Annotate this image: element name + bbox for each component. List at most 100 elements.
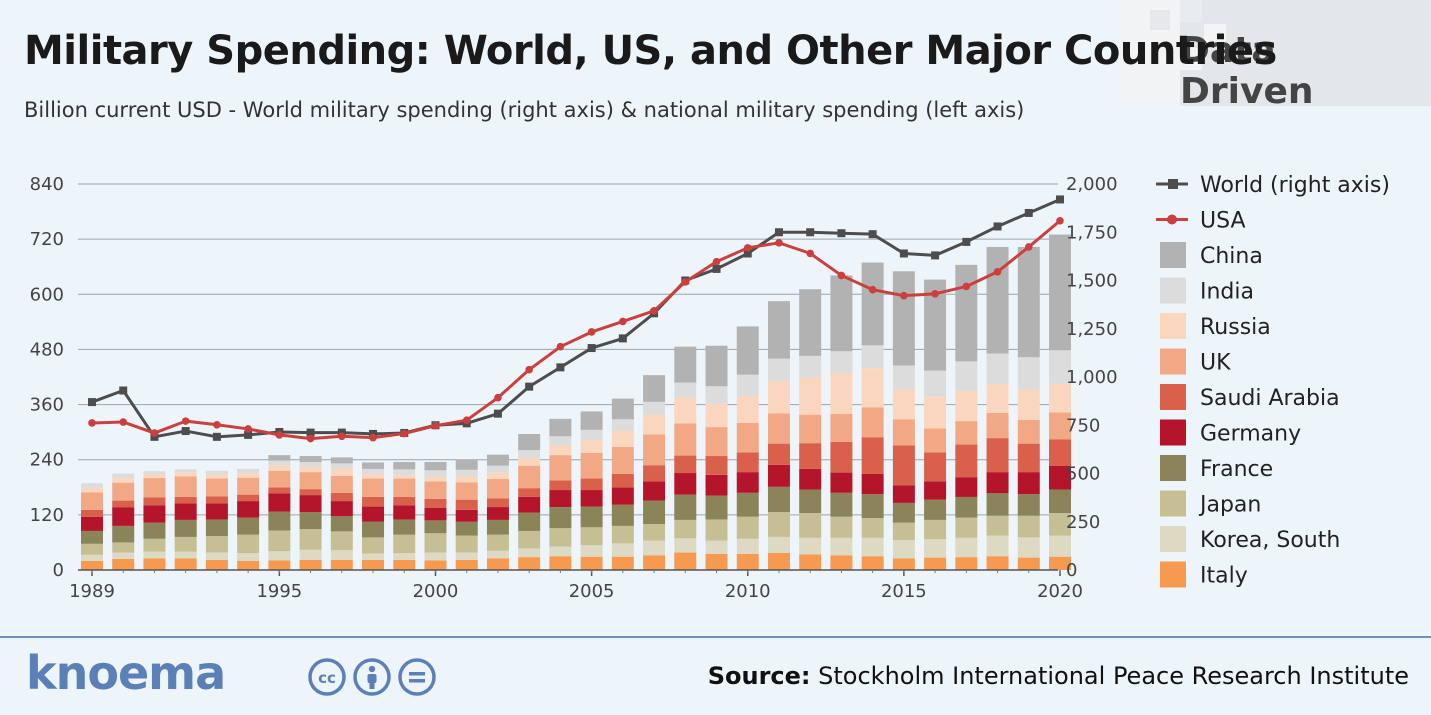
bar-segment-germany bbox=[268, 493, 291, 512]
bar-segment-italy bbox=[861, 556, 884, 570]
bar-segment-korea-south bbox=[830, 537, 853, 556]
bar-segment-saudi-arabia bbox=[362, 496, 385, 507]
point-usa bbox=[868, 285, 877, 294]
point-usa bbox=[931, 290, 939, 298]
bar-segment-japan bbox=[799, 513, 822, 538]
bar-segment-germany bbox=[424, 507, 447, 521]
bar-segment-italy bbox=[112, 558, 135, 570]
legend-swatch bbox=[1160, 561, 1186, 588]
right-tick-label: 0 bbox=[1066, 560, 1077, 581]
bar-segment-germany bbox=[143, 505, 166, 523]
bar-segment-saudi-arabia bbox=[892, 445, 915, 486]
x-tick-label: 1995 bbox=[256, 581, 302, 602]
bar-segment-india bbox=[861, 345, 884, 369]
bar-segment-germany bbox=[580, 490, 603, 507]
bar-segment-china bbox=[424, 462, 447, 471]
bar-segment-italy bbox=[299, 559, 322, 570]
bar-segment-korea-south bbox=[924, 539, 947, 558]
bar-segment-india bbox=[268, 460, 291, 466]
bar-segment-india bbox=[736, 374, 759, 396]
bar-segment-italy bbox=[143, 558, 166, 570]
bar-segment-china bbox=[955, 264, 978, 362]
bar-segment-russia bbox=[955, 390, 978, 422]
bar-segment-russia bbox=[674, 397, 697, 424]
bar-segment-saudi-arabia bbox=[611, 473, 634, 488]
bar-segment-italy bbox=[767, 552, 790, 570]
bar-segment-japan bbox=[705, 519, 728, 541]
bar-segment-germany bbox=[549, 490, 572, 508]
bar-segment-france bbox=[81, 530, 103, 544]
bar-segment-korea-south bbox=[799, 537, 822, 555]
x-tick-label: 2005 bbox=[569, 581, 615, 602]
bar-segment-uk bbox=[705, 427, 728, 457]
bar-segment-russia bbox=[767, 381, 790, 414]
bar-segment-russia bbox=[705, 403, 728, 428]
footer-divider bbox=[0, 636, 1431, 638]
left-tick-label: 240 bbox=[30, 450, 64, 471]
bar-segment-france bbox=[1049, 489, 1071, 514]
no-derivatives-icon bbox=[398, 658, 436, 696]
legend-item-saudi-arabia: Saudi Arabia bbox=[1160, 384, 1340, 411]
point-world bbox=[868, 230, 877, 239]
bar-segment-japan bbox=[112, 542, 135, 553]
bar-segment-korea-south bbox=[486, 550, 509, 559]
bar-segment-italy bbox=[611, 556, 634, 570]
bar-segment-korea-south bbox=[892, 540, 915, 559]
bar-segment-russia bbox=[205, 474, 228, 479]
legend-label: World (right axis) bbox=[1200, 173, 1390, 198]
bar-segment-russia bbox=[362, 473, 385, 479]
bar-segment-france bbox=[549, 507, 572, 529]
bar-segment-italy bbox=[924, 557, 947, 570]
point-usa bbox=[150, 429, 159, 437]
bar-segment-saudi-arabia bbox=[1017, 443, 1040, 473]
bar-segment-saudi-arabia bbox=[112, 500, 135, 508]
legend-swatch bbox=[1160, 384, 1186, 410]
bar-segment-italy bbox=[424, 560, 447, 570]
bar-segment-uk bbox=[830, 413, 853, 442]
line-world-right-axis- bbox=[91, 198, 1061, 439]
bar-segment-india bbox=[112, 473, 135, 479]
bar-segment-france bbox=[736, 492, 759, 517]
bar-segment-japan bbox=[299, 529, 322, 550]
bar-segment-italy bbox=[81, 560, 103, 570]
line-series bbox=[88, 195, 1064, 443]
point-usa bbox=[556, 342, 565, 351]
bar-segment-japan bbox=[486, 534, 509, 551]
bar-segment-saudi-arabia bbox=[424, 498, 447, 508]
bar-segment-india bbox=[580, 429, 603, 441]
bar-segment-china bbox=[767, 301, 790, 359]
x-tick-label: 2000 bbox=[413, 581, 459, 602]
bar-segment-india bbox=[299, 462, 322, 467]
bar-segment-germany bbox=[518, 496, 541, 513]
bar-segment-saudi-arabia bbox=[81, 509, 103, 517]
bar-segment-korea-south bbox=[674, 538, 697, 553]
bar-segment-china bbox=[674, 346, 697, 383]
bar-segment-russia bbox=[643, 414, 666, 435]
bar-segment-uk bbox=[549, 455, 572, 481]
bar-segment-korea-south bbox=[549, 546, 572, 557]
bar-segment-india bbox=[237, 468, 260, 474]
bar-segment-saudi-arabia bbox=[986, 438, 1009, 473]
bar-segment-japan bbox=[611, 525, 634, 544]
bar-segment-germany bbox=[1017, 472, 1040, 495]
bar-segment-india bbox=[1049, 350, 1071, 384]
knoema-logo[interactable]: knoema bbox=[26, 646, 226, 700]
point-usa bbox=[338, 432, 346, 441]
legend-item-usa: USA bbox=[1156, 209, 1246, 234]
bar-segment-uk bbox=[986, 412, 1009, 439]
point-world bbox=[993, 222, 1002, 231]
bar-segment-china bbox=[549, 418, 572, 437]
bar-segment-china bbox=[268, 455, 291, 461]
bar-segment-india bbox=[924, 370, 947, 397]
bar-segment-saudi-arabia bbox=[736, 452, 759, 473]
x-tick-label: 1989 bbox=[69, 581, 115, 602]
chart-svg: 0 120 240 360 480 600 720 840 0 250 500 750 1,000 1,2… bbox=[30, 173, 1390, 602]
bar-segment-germany bbox=[362, 506, 385, 522]
bar-segment-saudi-arabia bbox=[393, 496, 416, 506]
bar-segment-italy bbox=[486, 558, 509, 570]
legend-item-uk: UK bbox=[1160, 348, 1231, 376]
bar-segment-korea-south bbox=[174, 551, 197, 559]
bar-segment-germany bbox=[486, 507, 509, 520]
bar-segment-india bbox=[611, 419, 634, 431]
bar-segment-saudi-arabia bbox=[330, 492, 353, 502]
